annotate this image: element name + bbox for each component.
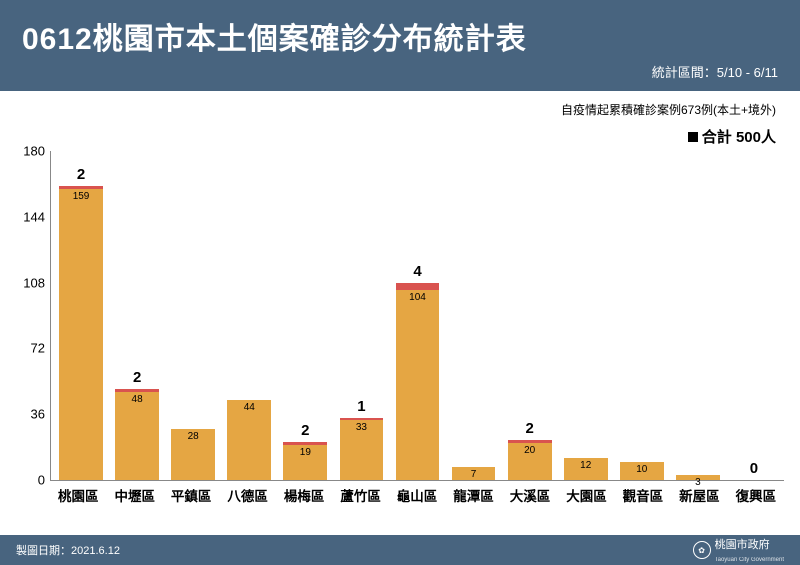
bar-segment-base: 7 xyxy=(452,467,496,480)
bar-column: 12 xyxy=(558,151,614,480)
org-logo: ✿ 桃園市政府 Taoyuan City Government xyxy=(693,536,784,564)
x-category-label: 大園區 xyxy=(558,485,614,505)
bar-value-base: 159 xyxy=(59,191,103,202)
bar-value-new: 1 xyxy=(340,398,384,415)
y-tick-label: 144 xyxy=(11,209,45,224)
bar: 12 xyxy=(564,458,608,480)
bar-segment-new xyxy=(396,283,440,290)
bar-segment-base: 28 xyxy=(171,429,215,480)
y-tick-label: 72 xyxy=(11,341,45,356)
bar-value-new: 2 xyxy=(508,420,552,437)
y-tick-label: 0 xyxy=(11,473,45,488)
bar-segment-base: 10 xyxy=(620,462,664,480)
bar-value-new: 2 xyxy=(59,166,103,183)
x-category-label: 中壢區 xyxy=(106,485,162,505)
y-tick-label: 180 xyxy=(11,144,45,159)
bar: 331 xyxy=(340,418,384,480)
bar-column: 48 2 xyxy=(109,151,165,480)
bar-segment-base: 3 xyxy=(676,475,720,480)
org-name-en: Taoyuan City Government xyxy=(715,557,784,563)
period-label: 統計區間：5/10 - 6/11 xyxy=(22,62,778,81)
x-category-label: 觀音區 xyxy=(615,485,671,505)
x-category-label: 新屋區 xyxy=(671,485,727,505)
org-name: 桃園市政府 xyxy=(715,539,770,551)
bar-column: 28 xyxy=(165,151,221,480)
bar-value-base: 48 xyxy=(115,394,159,405)
bar: 44 xyxy=(227,400,271,480)
bar-column: 44 xyxy=(221,151,277,480)
y-tick-label: 108 xyxy=(11,275,45,290)
chart: 1592482284419233110447202121030 03672108… xyxy=(0,151,800,481)
x-axis: 桃園區中壢區平鎮區八德區楊梅區蘆竹區龜山區龍潭區大溪區大園區觀音區新屋區復興區 xyxy=(0,485,800,505)
bar-segment-base: 33 xyxy=(340,420,384,480)
bar-segment-base: 48 xyxy=(115,392,159,480)
bar-value-base: 10 xyxy=(620,464,664,475)
x-category-label: 大溪區 xyxy=(502,485,558,505)
legend-text: 合計 500人 xyxy=(702,129,776,146)
bars-container: 1592482284419233110447202121030 xyxy=(51,151,784,480)
bar-value-new: 2 xyxy=(115,369,159,386)
legend-swatch xyxy=(688,132,698,142)
bar-column: 33 1 xyxy=(333,151,389,480)
footer-bar: 製圖日期：2021.6.12 ✿ 桃園市政府 Taoyuan City Gove… xyxy=(0,535,800,565)
bar: 10 xyxy=(620,462,664,480)
y-tick-label: 36 xyxy=(11,407,45,422)
bar-column: 7 xyxy=(446,151,502,480)
bar-segment-base: 159 xyxy=(59,189,103,480)
bar-value-new: 0 xyxy=(732,460,776,477)
bar-column: 0 xyxy=(726,151,782,480)
bar-value-base: 19 xyxy=(283,447,327,458)
bar: 192 xyxy=(283,442,327,480)
bar-value-base: 33 xyxy=(340,422,384,433)
legend: 合計 500人 xyxy=(0,120,800,151)
bar-value-base: 44 xyxy=(227,402,271,413)
plot-area: 1592482284419233110447202121030 03672108… xyxy=(50,151,784,481)
bar-value-base: 104 xyxy=(396,292,440,303)
chart-date: 製圖日期：2021.6.12 xyxy=(16,542,120,558)
x-category-label: 桃園區 xyxy=(50,485,106,505)
bar: 28 xyxy=(171,429,215,480)
bar-column: 104 4 xyxy=(389,151,445,480)
bar-segment-base: 12 xyxy=(564,458,608,480)
header-bar: 0612桃園市本土個案確診分布統計表 統計區間：5/10 - 6/11 xyxy=(0,0,800,91)
bar-value-new: 2 xyxy=(283,422,327,439)
bar: 202 xyxy=(508,440,552,480)
bar: 482 xyxy=(115,389,159,480)
bar-value-base: 28 xyxy=(171,431,215,442)
x-category-label: 楊梅區 xyxy=(276,485,332,505)
x-category-label: 復興區 xyxy=(728,485,784,505)
bar: 1044 xyxy=(396,283,440,480)
bar-column: 3 xyxy=(670,151,726,480)
x-category-label: 龍潭區 xyxy=(445,485,501,505)
bar-segment-base: 19 xyxy=(283,445,327,480)
bar-value-base: 12 xyxy=(564,460,608,471)
bar-segment-base: 20 xyxy=(508,443,552,480)
x-category-label: 蘆竹區 xyxy=(332,485,388,505)
bar-value-base: 3 xyxy=(676,477,720,488)
bar-column: 20 2 xyxy=(502,151,558,480)
logo-icon: ✿ xyxy=(693,541,711,559)
x-category-label: 八德區 xyxy=(219,485,275,505)
bar: 7 xyxy=(452,467,496,480)
cumulative-note: 自疫情起累積確診案例673例(本土+境外) xyxy=(0,91,800,120)
bar-value-new: 4 xyxy=(396,263,440,280)
bar-segment-base: 44 xyxy=(227,400,271,480)
page-title: 0612桃園市本土個案確診分布統計表 xyxy=(22,14,778,58)
bar-value-base: 20 xyxy=(508,445,552,456)
x-category-label: 平鎮區 xyxy=(163,485,219,505)
bar-column: 19 2 xyxy=(277,151,333,480)
bar: 1592 xyxy=(59,186,103,480)
bar: 3 xyxy=(676,475,720,480)
bar-column: 1592 xyxy=(53,151,109,480)
bar-column: 10 xyxy=(614,151,670,480)
x-category-label: 龜山區 xyxy=(389,485,445,505)
bar-value-base: 7 xyxy=(452,469,496,480)
bar-segment-base: 104 xyxy=(396,290,440,480)
